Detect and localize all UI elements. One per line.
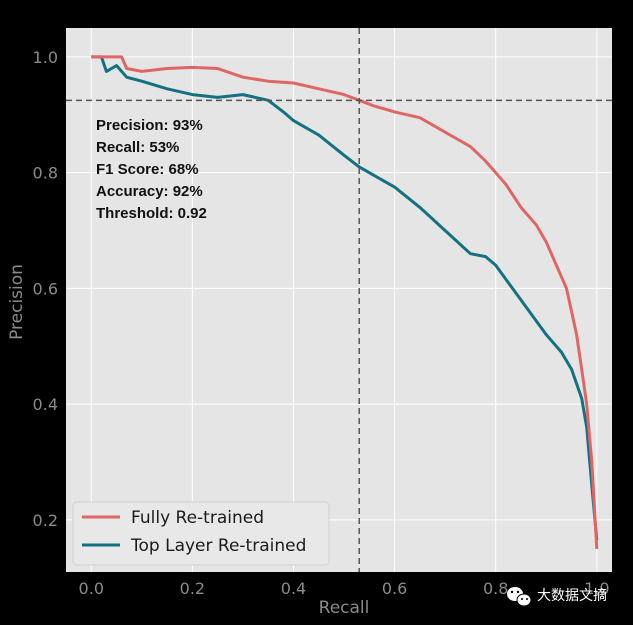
series-line-top-layer-re-trained <box>91 55 599 541</box>
y-tick-label: 0.8 <box>33 164 58 183</box>
metrics-annotation: Precision: 93% Recall: 53% F1 Score: 68%… <box>96 117 207 222</box>
y-axis-label: Precision <box>7 264 27 340</box>
legend-label-fully-retrained: Fully Re-trained <box>131 508 264 528</box>
annotation-recall: Recall: 53% <box>96 139 179 156</box>
x-tick-label: 0.8 <box>483 579 508 598</box>
y-tick-label: 0.6 <box>33 279 58 298</box>
x-tick-labels: 0.0 0.2 0.4 0.6 0.8 1.0 <box>79 579 610 598</box>
x-axis-label: Recall <box>319 598 370 618</box>
legend: Fully Re-trained Top Layer Re-trained <box>72 501 330 566</box>
y-tick-label: 1.0 <box>33 48 58 67</box>
threshold-lines <box>66 28 612 572</box>
x-tick-label: 0.0 <box>79 579 104 598</box>
y-tick-labels: 0.2 0.4 0.6 0.8 1.0 <box>33 48 58 530</box>
y-tick-label: 0.2 <box>33 511 58 530</box>
x-tick-label: 1.0 <box>584 579 609 598</box>
legend-label-top-layer-retrained: Top Layer Re-trained <box>130 536 306 556</box>
legend-box <box>72 501 330 566</box>
annotation-threshold: Threshold: 0.92 <box>96 205 207 222</box>
watermark-text: 大数据文摘 <box>537 587 607 604</box>
x-tick-label: 0.4 <box>281 579 306 598</box>
plot-background <box>66 28 612 572</box>
x-tick-label: 0.2 <box>180 579 205 598</box>
annotation-precision: Precision: 93% <box>96 117 203 134</box>
series-lines <box>91 55 599 549</box>
series-line-fully-re-trained <box>91 55 599 549</box>
annotation-accuracy: Accuracy: 92% <box>96 183 203 200</box>
y-tick-label: 0.4 <box>33 395 58 414</box>
watermark: 大数据文摘 <box>507 587 607 607</box>
annotation-f1-score: F1 Score: 68% <box>96 161 199 178</box>
x-tick-label: 0.6 <box>382 579 407 598</box>
wechat-icon <box>507 587 532 607</box>
